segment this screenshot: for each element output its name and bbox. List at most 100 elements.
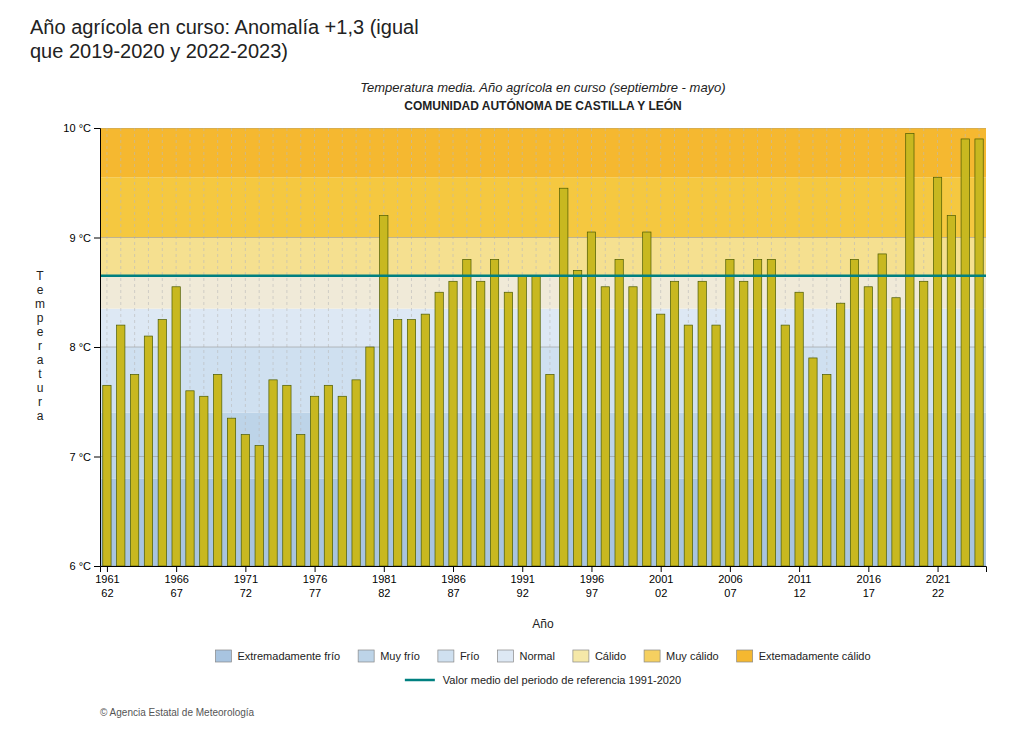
legend-line xyxy=(405,679,435,682)
y-tick: 7 °C xyxy=(69,451,100,463)
x2-tick: 62 xyxy=(101,586,113,599)
x-tick: 1981 xyxy=(372,566,396,585)
chart: Año agrícola en curso: Anomalía +1,3 (ig… xyxy=(0,0,1026,731)
bar xyxy=(172,287,180,566)
bar xyxy=(269,380,277,566)
bar xyxy=(463,259,471,566)
y-tick-mark xyxy=(94,347,100,348)
legend-swatch xyxy=(737,650,753,662)
bar xyxy=(961,139,969,566)
bar xyxy=(255,446,263,566)
legend-item: Normal xyxy=(497,650,554,662)
bar xyxy=(338,396,346,566)
subtitle: Temperatura media. Año agrícola en curso… xyxy=(360,80,725,95)
legend: Extremadamente fríoMuy fríoFríoNormalCál… xyxy=(215,650,870,662)
x-axis-title: Año xyxy=(532,617,554,631)
legend-swatch xyxy=(438,650,454,662)
bar xyxy=(186,391,194,566)
x-tick-label: 1971 xyxy=(234,573,258,585)
x2-tick: 02 xyxy=(655,586,667,599)
bar xyxy=(753,259,761,566)
legend-item: Cálido xyxy=(573,650,626,662)
bar xyxy=(864,287,872,566)
bar xyxy=(684,325,692,566)
x-tick-mark xyxy=(591,566,592,572)
x-tick-label: 1961 xyxy=(95,573,119,585)
bar xyxy=(158,320,166,566)
bar xyxy=(726,259,734,566)
x-tick-label: 1981 xyxy=(372,573,396,585)
x2-tick-label: 62 xyxy=(101,587,113,599)
x2-tick-label: 17 xyxy=(863,587,875,599)
x-tick-label: 2016 xyxy=(857,573,881,585)
bar xyxy=(657,314,665,566)
x-tick: 2016 xyxy=(857,566,881,585)
plot: 6 °C7 °C8 °C9 °C10 °C1961196619711976198… xyxy=(63,122,986,631)
x2-tick-label: 77 xyxy=(309,587,321,599)
x2-tick: 87 xyxy=(447,586,459,599)
y-tick-label: 7 °C xyxy=(69,451,91,463)
x2-axis: 62677277828792970207121722 xyxy=(101,586,944,599)
bar xyxy=(449,281,457,566)
bar xyxy=(144,336,152,566)
bar xyxy=(130,374,138,566)
legend-label: Muy cálido xyxy=(666,650,719,662)
legend-label: Extemadamente cálido xyxy=(759,650,871,662)
x2-tick-label: 97 xyxy=(586,587,598,599)
x-tick-mark xyxy=(799,566,800,572)
bar xyxy=(601,287,609,566)
x-tick-mark xyxy=(315,566,316,572)
legend-item: Muy frío xyxy=(358,650,420,662)
bar xyxy=(560,188,568,566)
x-tick-mark xyxy=(176,566,177,572)
bar xyxy=(587,232,595,566)
bar xyxy=(546,374,554,566)
x-tick-label: 2021 xyxy=(926,573,950,585)
bars xyxy=(103,133,983,566)
zone xyxy=(100,177,986,237)
bar xyxy=(518,276,526,566)
y-tick: 8 °C xyxy=(69,341,100,353)
y-tick-label: 10 °C xyxy=(63,122,91,134)
bar xyxy=(712,325,720,566)
bar xyxy=(933,177,941,566)
x-tick: 2001 xyxy=(649,566,673,585)
bar xyxy=(906,133,914,566)
legend-swatch xyxy=(215,650,231,662)
legend-label: Normal xyxy=(519,650,554,662)
bar xyxy=(532,276,540,566)
zones xyxy=(100,128,986,566)
y-tick-label: 6 °C xyxy=(69,560,91,572)
bar xyxy=(366,347,374,566)
x2-tick-label: 12 xyxy=(793,587,805,599)
y-tick-mark xyxy=(94,128,100,129)
x-tick-mark xyxy=(868,566,869,572)
bar xyxy=(117,325,125,566)
bar xyxy=(490,259,498,566)
bar xyxy=(214,374,222,566)
y-tick-label: 9 °C xyxy=(69,232,91,244)
x-tick-label: 2011 xyxy=(788,573,812,585)
y-grid xyxy=(100,128,986,566)
bar xyxy=(878,254,886,566)
bar xyxy=(975,139,983,566)
x2-tick-label: 92 xyxy=(517,587,529,599)
y-tick: 10 °C xyxy=(63,122,100,134)
legend-label: Cálido xyxy=(595,650,626,662)
bar xyxy=(920,281,928,566)
legend-label: Valor medio del periodo de referencia 19… xyxy=(443,674,681,686)
x-tick-mark xyxy=(730,566,731,572)
legend-item: Valor medio del periodo de referencia 19… xyxy=(405,674,681,686)
legend-label: Frío xyxy=(460,650,480,662)
x-tick: 1961 xyxy=(95,566,119,585)
x-tick-label: 2001 xyxy=(649,573,673,585)
x2-tick: 97 xyxy=(586,586,598,599)
bar xyxy=(615,259,623,566)
bar xyxy=(629,287,637,566)
x2-tick-label: 72 xyxy=(240,587,252,599)
bar xyxy=(809,358,817,566)
x2-tick: 92 xyxy=(517,586,529,599)
y-axis: 6 °C 7 °C 8 °C 9 °C 10 °C xyxy=(63,122,100,572)
x-tick-label: 1966 xyxy=(164,573,188,585)
x-tick: 1996 xyxy=(580,566,604,585)
